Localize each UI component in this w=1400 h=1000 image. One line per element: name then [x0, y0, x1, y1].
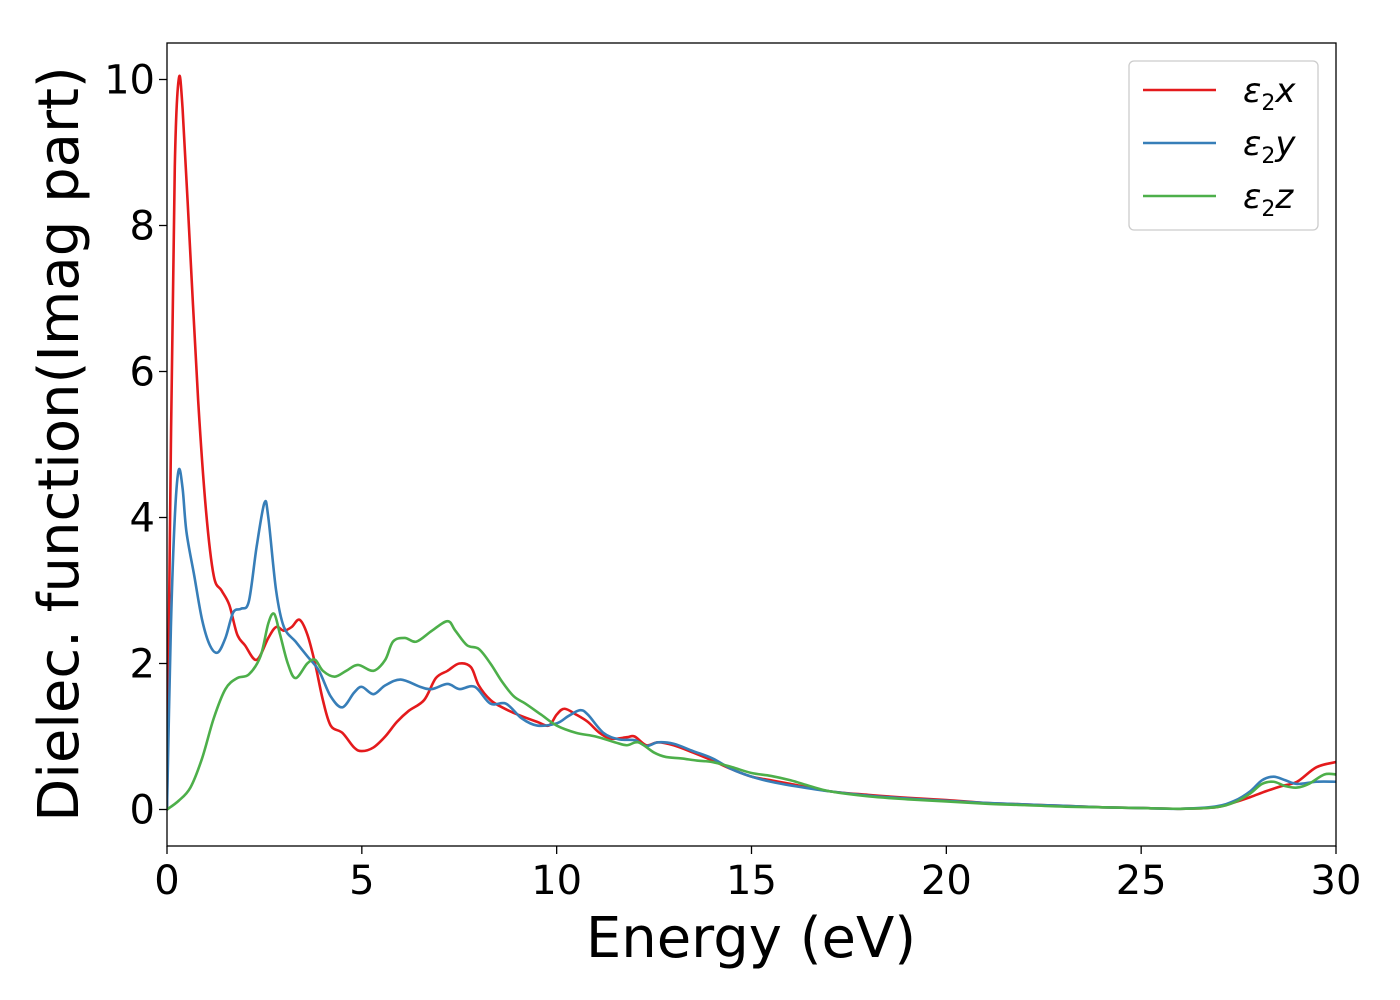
y-tick-label: 2: [130, 642, 155, 688]
legend-box: [1128, 60, 1319, 231]
y-tick-label: 8: [130, 204, 155, 250]
x-axis: 0 5 10 15 20 25 30: [154, 846, 1361, 904]
x-tick-label: 10: [531, 858, 582, 904]
y-tick-label: 6: [130, 350, 155, 396]
x-tick-label: 25: [1116, 858, 1167, 904]
y-tick-label: 10: [104, 58, 155, 104]
legend-label-base: ε: [1243, 177, 1261, 217]
legend-label-var: z: [1274, 177, 1294, 217]
legend-label-base: ε: [1243, 124, 1261, 164]
legend-label-x: ε2x: [1243, 71, 1296, 116]
x-tick-label: 20: [921, 858, 972, 904]
x-tick-label: 5: [349, 858, 374, 904]
legend-label-sub: 2: [1261, 197, 1275, 222]
legend-label-var: y: [1274, 124, 1296, 164]
legend-label-y: ε2y: [1243, 124, 1296, 169]
legend-label-var: x: [1274, 71, 1296, 111]
series-layer: [167, 74, 1336, 811]
y-axis: 0 2 4 6 8 10: [104, 58, 167, 834]
x-tick-label: 30: [1311, 858, 1362, 904]
x-axis-title: Energy (eV): [586, 906, 916, 971]
legend-label-sub: 2: [1261, 91, 1275, 116]
legend-label-base: ε: [1243, 71, 1261, 111]
legend-label-sub: 2: [1261, 144, 1275, 169]
x-tick-label: 15: [726, 858, 777, 904]
x-tick-label: 0: [154, 858, 179, 904]
legend-label-z: ε2z: [1243, 177, 1294, 222]
y-tick-label: 0: [130, 788, 155, 834]
series-line-z: [167, 612, 1336, 811]
y-axis-title: Dielec. function(Imag part): [27, 66, 92, 822]
y-tick-label: 4: [130, 496, 155, 542]
